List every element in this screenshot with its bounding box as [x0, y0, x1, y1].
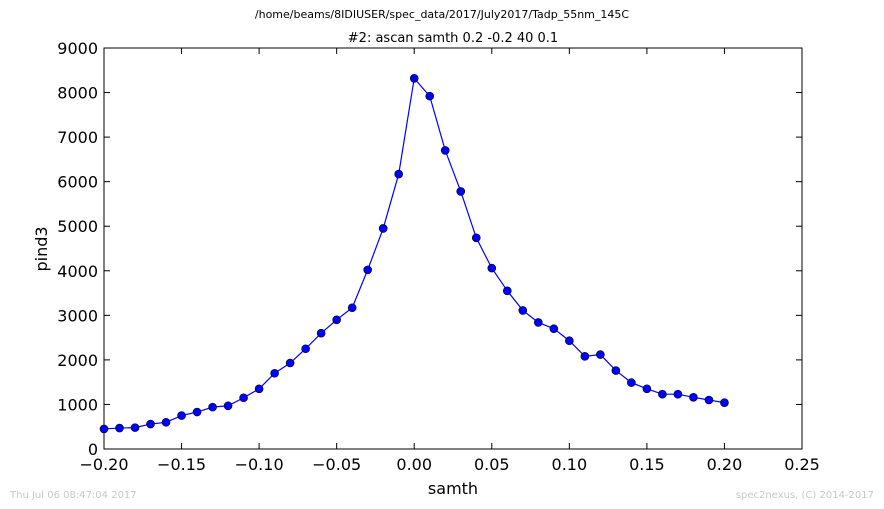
data-point	[254, 384, 264, 394]
x-tick-label: 0.15	[629, 455, 665, 474]
data-point	[440, 146, 450, 155]
y-tick-label: 2000	[57, 351, 98, 370]
data-point	[658, 389, 667, 399]
y-tick-label: 7000	[57, 128, 98, 147]
x-tick-label: 0.00	[396, 455, 432, 474]
data-point	[285, 358, 295, 368]
data-point	[130, 423, 140, 432]
data-point	[161, 417, 171, 427]
data-point	[689, 393, 698, 402]
data-point	[720, 398, 729, 407]
data-point	[534, 318, 543, 327]
y-tick-label: 5000	[57, 217, 98, 236]
data-point	[394, 169, 404, 179]
data-point	[409, 73, 419, 83]
data-point	[270, 368, 279, 378]
data-point	[378, 224, 388, 233]
data-point	[704, 395, 714, 405]
plot-area: −0.20 −0.15 −0.10 −0.05 0.00 0.05 0.10 0.15 0.20…	[57, 39, 820, 474]
data-point	[471, 233, 481, 243]
y-axis-label: pind3	[32, 226, 51, 271]
x-tick-label: 0.05	[474, 455, 510, 474]
x-tick-label: 0.20	[707, 455, 743, 474]
data-point	[146, 419, 155, 429]
data-point	[208, 402, 217, 412]
data-point	[316, 328, 326, 338]
y-tick-label: 9000	[57, 39, 98, 58]
data-point	[518, 306, 528, 315]
chart-title: #2: ascan samth 0.2 -0.2 40 0.1	[348, 31, 558, 46]
y-tick-label: 4000	[57, 262, 98, 281]
x-tick-label: −0.05	[312, 455, 361, 474]
data-point	[596, 350, 605, 359]
data-point	[611, 366, 621, 375]
y-tick-label: 6000	[57, 173, 98, 192]
x-tick-label: 0.10	[552, 455, 588, 474]
y-tick-label: 0	[88, 440, 98, 459]
data-point	[580, 352, 590, 361]
data-point	[363, 265, 372, 275]
data-point	[549, 324, 559, 334]
footer-timestamp: Thu Jul 06 08:47:04 2017	[9, 490, 137, 501]
x-tick-label: −0.15	[157, 455, 206, 474]
series-line	[103, 76, 725, 430]
data-point	[456, 187, 466, 196]
footer-copyright: spec2nexus, (C) 2014-2017	[736, 490, 874, 501]
data-point	[627, 378, 636, 387]
y-axis: 0 1000 2000 3000 4000 5000 6000 7000 8000 9000	[57, 39, 802, 459]
data-point	[99, 424, 109, 434]
x-axis-label: samth	[428, 479, 478, 498]
data-point	[301, 344, 310, 354]
data-point	[642, 384, 652, 394]
data-point	[425, 91, 435, 101]
data-point	[239, 393, 248, 403]
data-point	[192, 407, 202, 417]
x-tick-label: 0.25	[784, 455, 820, 474]
data-point	[673, 389, 683, 399]
y-tick-label: 8000	[57, 84, 98, 103]
y-tick-label: 3000	[57, 306, 98, 325]
data-point	[223, 401, 233, 411]
figure-suptitle: /home/beams/8IDIUSER/spec_data/2017/July…	[255, 8, 630, 21]
data-point	[347, 303, 357, 313]
data-point	[487, 263, 497, 273]
data-series	[99, 73, 729, 434]
axes-frame	[103, 47, 803, 450]
x-tick-label: −0.20	[79, 455, 128, 474]
x-tick-label: −0.10	[235, 455, 284, 474]
data-point	[565, 336, 574, 346]
x-axis: −0.20 −0.15 −0.10 −0.05 0.00 0.05 0.10 0.15 0.20…	[79, 48, 820, 474]
data-point	[115, 423, 124, 433]
data-point	[502, 286, 512, 296]
data-point	[177, 411, 186, 420]
data-point	[332, 315, 341, 325]
y-tick-label: 1000	[57, 395, 98, 414]
